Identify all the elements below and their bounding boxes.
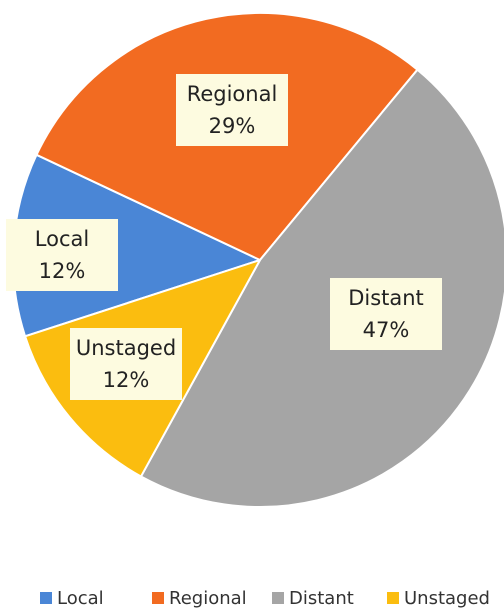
- data-label: Regional 29%: [176, 74, 288, 146]
- label-box: [70, 328, 182, 400]
- label-value: 47%: [363, 318, 410, 342]
- label-value: 29%: [209, 114, 256, 138]
- data-label: Distant 47%: [330, 278, 442, 350]
- label-value: 12%: [39, 259, 86, 283]
- label-box: [6, 219, 118, 291]
- legend-swatch: [152, 592, 164, 604]
- data-labels: Local 12% Regional 29% Distant 47% Unstaged 12%: [6, 74, 442, 400]
- legend-swatch: [40, 592, 52, 604]
- label-category: Local: [35, 227, 89, 251]
- legend-label: Unstaged: [404, 588, 490, 609]
- label-value: 12%: [103, 368, 150, 392]
- data-label: Unstaged 12%: [70, 328, 182, 400]
- pie-slice: [139, 68, 504, 508]
- label-box: [176, 74, 288, 146]
- label-category: Unstaged: [76, 336, 176, 360]
- label-box: [330, 278, 442, 350]
- label-category: Regional: [187, 82, 278, 106]
- legend-swatch: [272, 592, 284, 604]
- legend-label: Local: [57, 588, 104, 609]
- legend-label: Distant: [289, 588, 354, 609]
- label-category: Distant: [348, 286, 424, 310]
- data-label: Local 12%: [6, 219, 118, 291]
- legend-label: Regional: [169, 588, 247, 609]
- legend: Local Regional Distant Unstaged: [40, 588, 490, 609]
- legend-swatch: [387, 592, 399, 604]
